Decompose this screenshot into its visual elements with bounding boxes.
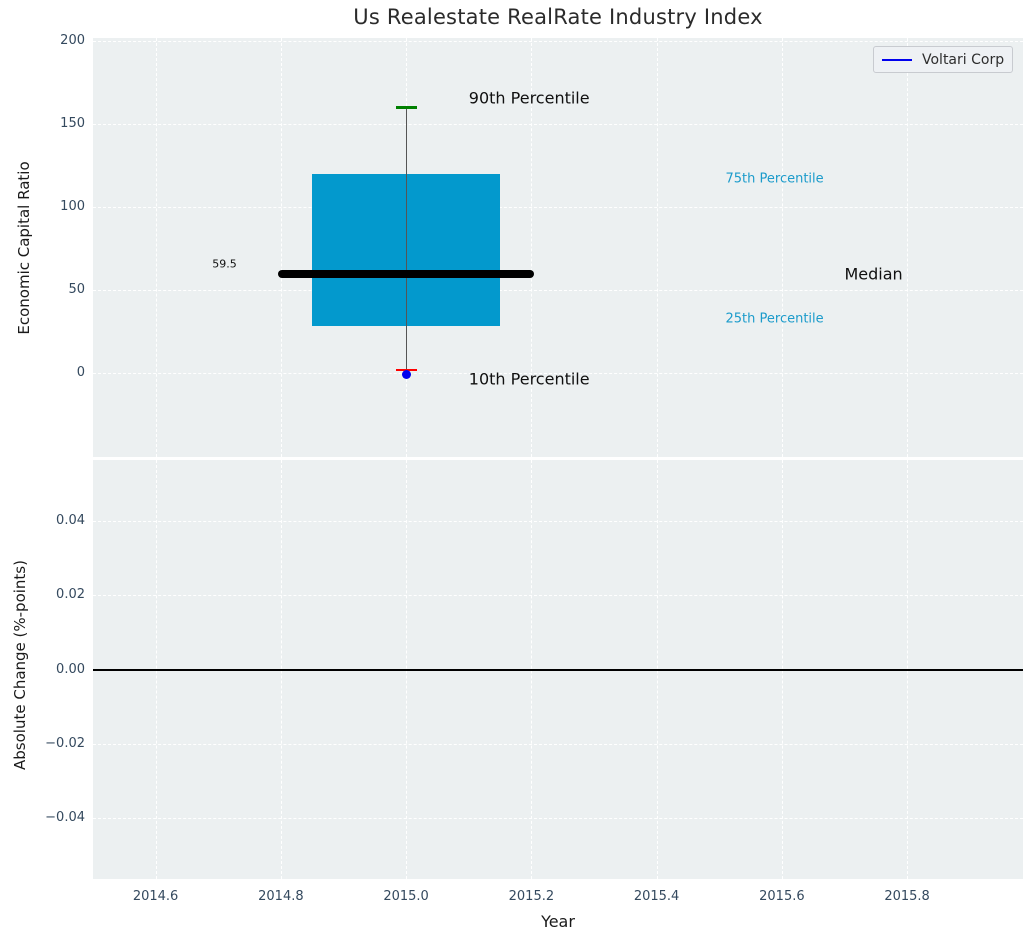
zero-line (93, 668, 1023, 671)
top-y-tick-label: 200 (60, 33, 85, 48)
annotation: 90th Percentile (468, 88, 590, 108)
horizontal-gridline (93, 521, 1023, 523)
vertical-gridline (656, 38, 658, 457)
x-tick-label: 2015.6 (759, 889, 805, 904)
annotation: 10th Percentile (468, 369, 590, 389)
top-axes: 90th Percentile 75th Percentile Median 25th… (93, 38, 1023, 457)
horizontal-gridline (93, 373, 1023, 374)
horizontal-gridline (93, 595, 1023, 597)
bottom-axes (93, 460, 1023, 879)
vertical-gridline (781, 38, 783, 457)
horizontal-gridline (93, 41, 1023, 42)
x-axis-label: Year (541, 912, 575, 931)
horizontal-gridline (93, 290, 1023, 291)
company-point-marker (401, 370, 411, 379)
legend-label: Voltari Corp (922, 51, 1005, 68)
p10-cap (395, 368, 417, 371)
bottom-y-tick-label: −0.04 (45, 809, 85, 825)
x-tick-label: 2014.6 (132, 889, 179, 904)
x-tick-label: 2015.4 (633, 889, 680, 904)
vertical-gridline (907, 38, 909, 457)
chart-title: Us Realestate RealRate Industry Index (353, 5, 763, 29)
annotation: 75th Percentile (725, 171, 824, 187)
legend-line-swatch (882, 58, 912, 61)
bottom-y-tick-label: 0.02 (56, 587, 85, 603)
horizontal-gridline (93, 817, 1023, 819)
annotation: Median (844, 264, 903, 284)
top-y-tick-label: 0 (76, 365, 85, 380)
horizontal-gridline (93, 743, 1023, 745)
x-tick-label: 2014.8 (258, 889, 304, 904)
p90-cap (395, 106, 417, 109)
vertical-gridline (280, 38, 282, 457)
bottom-y-tick-label: −0.02 (45, 735, 85, 751)
top-y-tick-label: 150 (60, 116, 85, 131)
top-y-tick-label: 50 (68, 282, 85, 297)
top-y-axis-label: Economic Capital Ratio (15, 161, 33, 335)
top-y-tick-label: 100 (60, 199, 85, 214)
bottom-y-tick-label: 0.04 (56, 513, 85, 529)
x-tick-label: 2015.2 (508, 889, 555, 904)
x-tick-label: 2015.8 (884, 889, 930, 904)
vertical-gridline (531, 38, 533, 457)
bottom-y-tick-label: 0.00 (56, 661, 85, 677)
median-line (277, 270, 535, 279)
vertical-gridline (155, 38, 157, 457)
annotation: 25th Percentile (725, 311, 824, 327)
annotation: 59.5 (212, 257, 237, 271)
x-tick-label: 2015.0 (383, 889, 429, 904)
horizontal-gridline (93, 207, 1023, 208)
boxplot-whisker (405, 107, 407, 370)
legend: Voltari Corp (873, 46, 1013, 73)
horizontal-gridline (93, 124, 1023, 125)
